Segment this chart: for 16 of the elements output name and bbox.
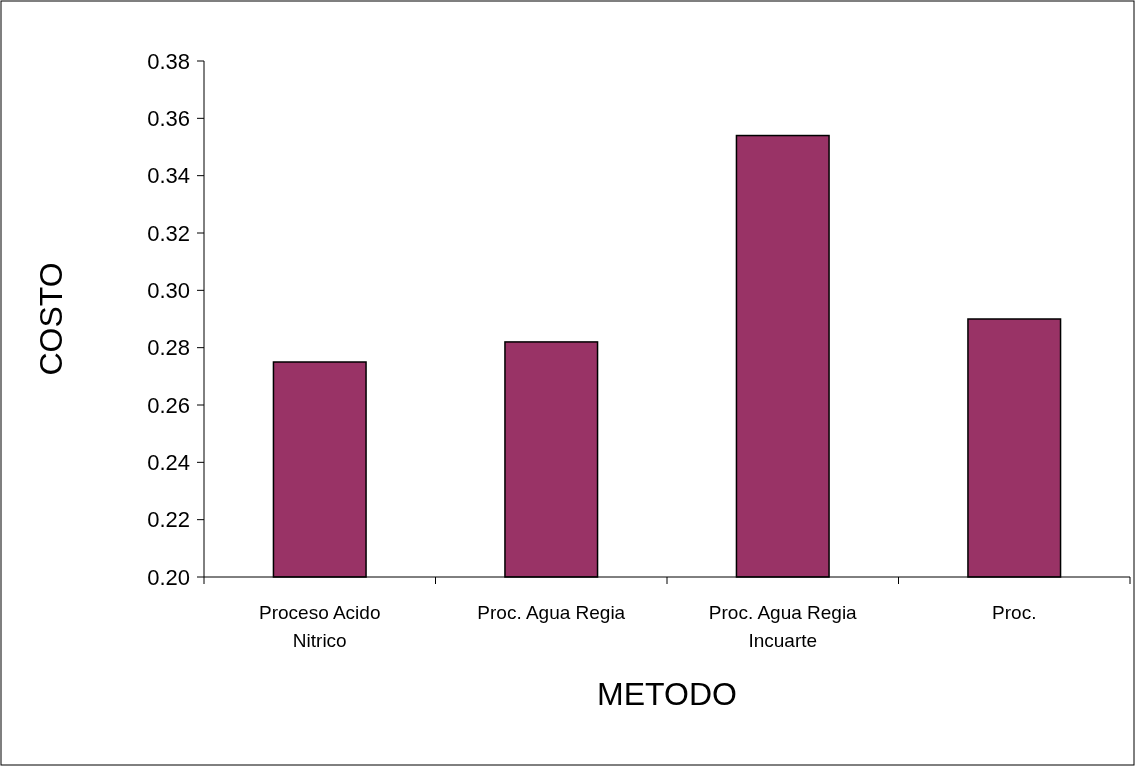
y-tick-label: 0.38 (147, 48, 190, 74)
y-tick-label: 0.22 (147, 507, 190, 533)
y-tick-label: 0.32 (147, 220, 190, 246)
y-tick-label: 0.28 (147, 335, 190, 361)
x-axis-title: METODO (597, 676, 737, 712)
x-tick-label: Proc. (992, 602, 1037, 623)
y-tick-label: 0.24 (147, 450, 190, 476)
x-tick-label: Proceso Acido Nitrico (259, 602, 381, 651)
x-tick-label: Proc. Agua Regia (477, 602, 626, 623)
x-tick-label: Proc. Agua Regia Incuarte (708, 602, 858, 651)
y-tick-label: 0.26 (147, 392, 190, 418)
y-axis-title: COSTO (33, 262, 69, 376)
y-tick-label: 0.36 (147, 106, 190, 132)
y-tick-label: 0.20 (147, 564, 190, 590)
y-tick-label: 0.34 (147, 163, 190, 189)
y-tick-label: 0.30 (147, 278, 190, 304)
